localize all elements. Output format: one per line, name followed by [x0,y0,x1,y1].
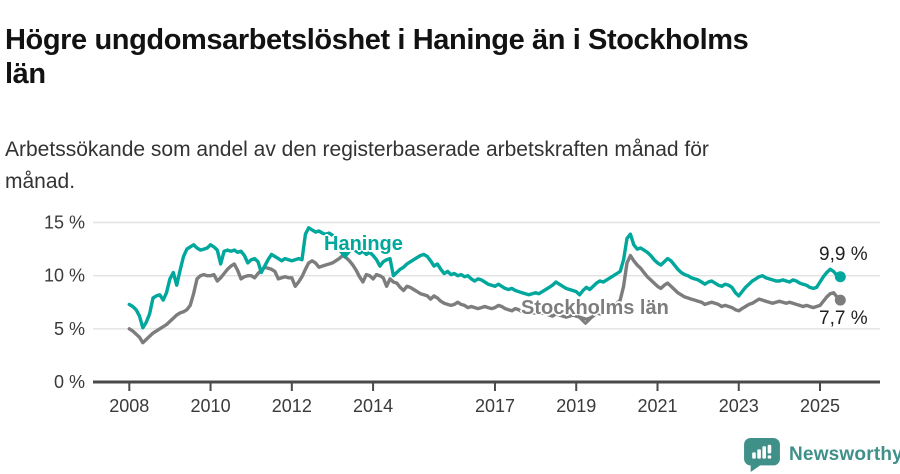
y-axis-tick-label: 10 % [44,266,85,286]
series-label-haninge: Haninge [324,233,403,255]
series-line [127,226,842,330]
y-axis-tick-label: 5 % [54,319,85,339]
end-value-stockholms-lan: 7,7 % [819,308,868,329]
x-axis-tick-label: 2019 [556,396,596,416]
chart-title: Högre ungdomsarbetslöshet i Haninge än i… [5,24,749,91]
haninge-label-pointer-icon [339,252,351,259]
x-axis-tick-label: 2025 [800,396,840,416]
series-line [127,253,842,345]
end-value-haninge: 9,9 % [819,244,868,265]
series-end-dot [834,294,846,306]
newsworthy-wordmark: Newsworthy [789,444,900,465]
x-axis-tick-label: 2012 [272,396,312,416]
x-axis-tick-label: 2008 [109,396,149,416]
x-axis-tick-label: 2023 [719,396,759,416]
series-label-stockholms-lan: Stockholms län [521,297,669,319]
x-axis-tick-label: 2010 [191,396,231,416]
y-axis-tick-label: 15 % [44,212,85,232]
newsworthy-icon [744,438,780,472]
newsworthy-logo: Newsworthy [744,438,900,472]
x-axis-tick-label: 2021 [637,396,677,416]
series-end-dot [834,271,846,283]
chart-subtitle: Arbetssökande som andel av den registerb… [5,138,709,193]
x-axis-tick-label: 2017 [475,396,515,416]
y-axis-tick-label: 0 % [54,372,85,392]
x-axis-tick-label: 2014 [353,396,393,416]
